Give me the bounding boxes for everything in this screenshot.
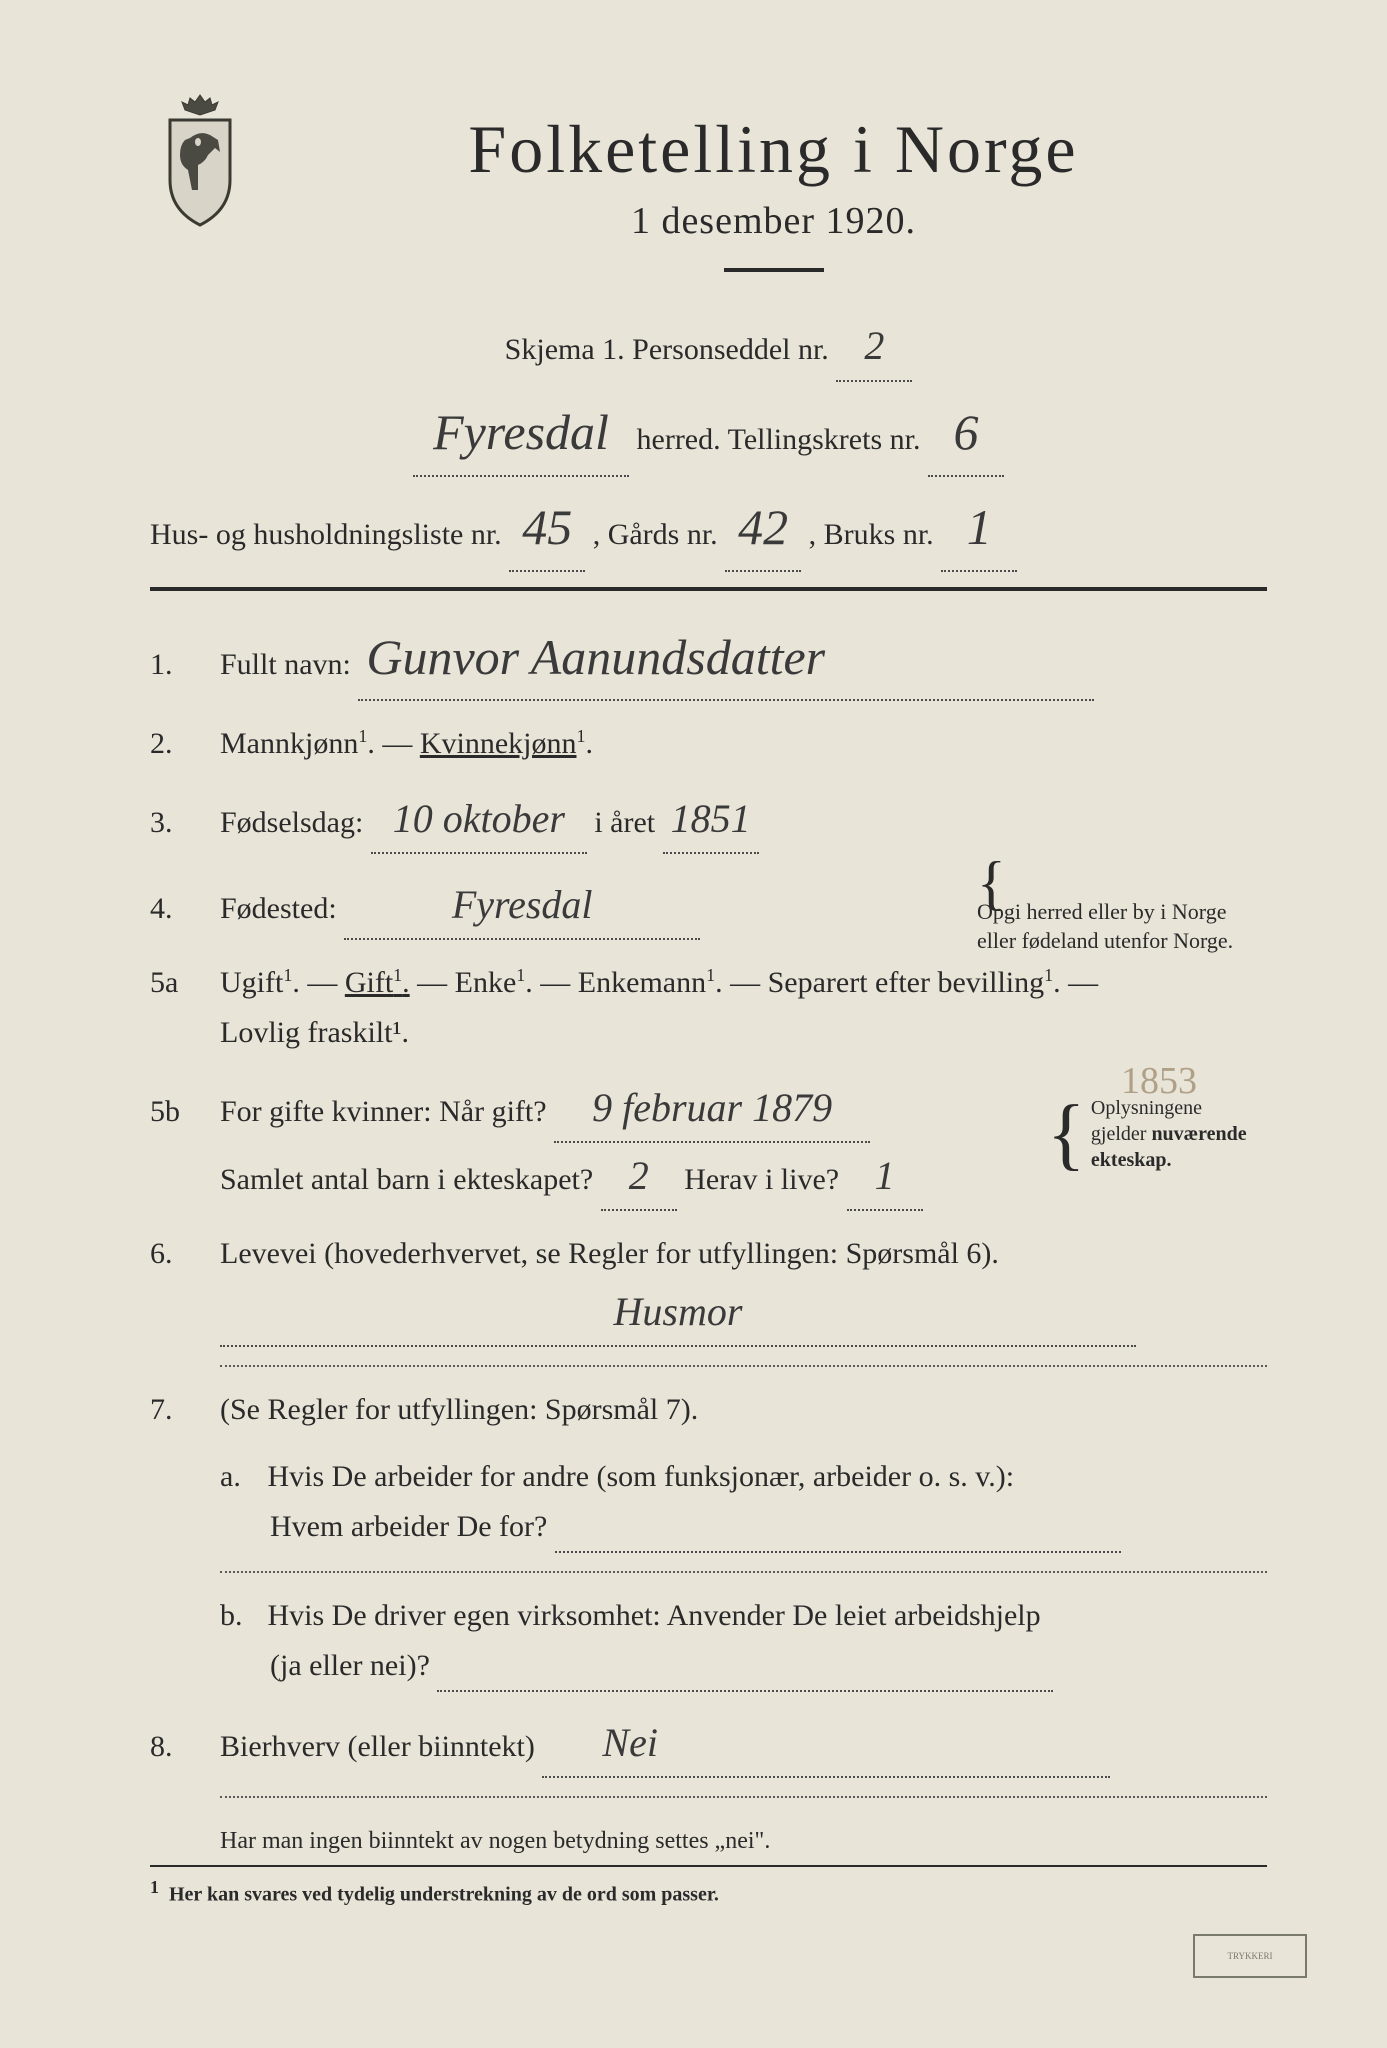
q5a-rest: — Enke1. — Enkemann1. — Separert efter b…	[417, 966, 1098, 999]
dotted-rule-3	[220, 1796, 1267, 1798]
rule-thick	[150, 587, 1267, 591]
q4: 4. Fødested: Fyresdal { Opgi herred elle…	[150, 872, 1267, 940]
q5a: 5a Ugift1. — Gift1. — Enke1. — Enkemann1…	[150, 958, 1267, 1057]
q8-label: Bierhverv (eller biinntekt)	[220, 1730, 535, 1763]
skjema-label: Skjema 1. Personseddel nr.	[505, 333, 829, 366]
bottom-note: Har man ingen biinntekt av nogen betydni…	[220, 1828, 1267, 1855]
q5b-num: 5b	[150, 1095, 200, 1129]
q2-num: 2.	[150, 727, 200, 761]
rule-thin	[150, 1865, 1267, 1867]
q3-year-label: i året	[594, 806, 655, 839]
herred-value: Fyresdal	[413, 390, 629, 477]
dotted-rule-2	[220, 1571, 1267, 1573]
q7-num: 7.	[150, 1393, 200, 1427]
q5a-line2: Lovlig fraskilt¹.	[220, 1016, 409, 1049]
q5a-gift: Gift1.	[345, 966, 410, 999]
q5a-num: 5a	[150, 966, 200, 1000]
q2-mann: Mannkjønn1. —	[220, 727, 420, 760]
hus-label: Hus- og husholdningsliste nr.	[150, 518, 502, 551]
q6-value: Husmor	[220, 1279, 1136, 1347]
hus-line: Hus- og husholdningsliste nr. 45 , Gårds…	[150, 485, 1267, 572]
q5b-sidenote: { Oplysningene gjelder nuværende ekteska…	[1047, 1095, 1267, 1173]
q4-note2: eller fødeland utenfor Norge.	[977, 928, 1233, 953]
q1: 1. Fullt navn: Gunvor Aanundsdatter	[150, 616, 1267, 701]
q5b-alive-label: Herav i live?	[684, 1163, 839, 1196]
q7a-value	[555, 1502, 1121, 1554]
q7b-letter: b.	[220, 1591, 260, 1641]
q5b-note1: Oplysningene	[1091, 1097, 1202, 1119]
q3: 3. Fødselsdag: 10 oktober i året 1851	[150, 786, 1267, 854]
q5b-note3: ekteskap.	[1091, 1149, 1172, 1171]
tellingskrets-nr: 6	[928, 390, 1004, 477]
q5b-children-label: Samlet antal barn i ekteskapet?	[220, 1163, 593, 1196]
title-block: Folketelling i Norge 1 desember 1920.	[280, 90, 1267, 302]
q8-value: Nei	[542, 1710, 1110, 1778]
q5b-children: 2	[601, 1143, 677, 1211]
q4-sidenote: { Opgi herred eller by i Norge eller fød…	[977, 867, 1267, 955]
q6-num: 6.	[150, 1237, 200, 1271]
printer-stamp: TRYKKERI	[1193, 1934, 1307, 1978]
q6: 6. Levevei (hovederhvervet, se Regler fo…	[150, 1229, 1267, 1347]
q7a-text1: Hvis De arbeider for andre (som funksjon…	[268, 1460, 1015, 1493]
footnote: 1 Her kan svares ved tydelig understrekn…	[150, 1877, 1267, 1907]
q7: 7. (Se Regler for utfyllingen: Spørsmål …	[150, 1385, 1267, 1693]
q3-label: Fødselsdag:	[220, 806, 363, 839]
q5b: 5b For gifte kvinner: Når gift? 9 februa…	[150, 1075, 1267, 1211]
q7a-letter: a.	[220, 1452, 260, 1502]
q8: 8. Bierhverv (eller biinntekt) Nei	[150, 1710, 1267, 1778]
subtitle: 1 desember 1920.	[280, 199, 1267, 243]
q1-label: Fullt navn:	[220, 648, 351, 681]
q6-label: Levevei (hovederhvervet, se Regler for u…	[220, 1237, 999, 1270]
q4-num: 4.	[150, 892, 200, 926]
q4-note1: Opgi herred eller by i Norge	[977, 899, 1226, 924]
gards-nr: 42	[725, 485, 801, 572]
q4-label: Fødested:	[220, 892, 337, 925]
hus-nr: 45	[509, 485, 585, 572]
herred-label: herred. Tellingskrets nr.	[637, 423, 921, 456]
main-title: Folketelling i Norge	[280, 110, 1267, 189]
divider	[724, 268, 824, 272]
herred-line: Fyresdal herred. Tellingskrets nr. 6	[150, 390, 1267, 477]
bruks-nr: 1	[941, 485, 1017, 572]
bruks-label: , Bruks nr.	[809, 518, 934, 551]
personseddel-nr: 2	[836, 312, 912, 382]
q3-day: 10 oktober	[371, 786, 587, 854]
header: Folketelling i Norge 1 desember 1920.	[150, 90, 1267, 302]
q7a-text2: Hvem arbeider De for?	[220, 1510, 547, 1543]
q5a-ugift: Ugift1. —	[220, 966, 345, 999]
q5b-alive: 1	[847, 1143, 923, 1211]
q3-num: 3.	[150, 806, 200, 840]
gards-label: , Gårds nr.	[593, 518, 718, 551]
coat-of-arms-icon	[150, 90, 250, 230]
q7b-value	[437, 1641, 1053, 1693]
dotted-rule-1	[220, 1365, 1267, 1367]
q4-value: Fyresdal	[344, 872, 700, 940]
q5b-note2: gjelder nuværende	[1091, 1123, 1247, 1145]
q8-num: 8.	[150, 1730, 200, 1764]
q3-year: 1851	[663, 786, 759, 854]
q7-label: (Se Regler for utfyllingen: Spørsmål 7).	[220, 1393, 698, 1426]
q2: 2. Mannkjønn1. — Kvinnekjønn1.	[150, 719, 1267, 769]
q2-kvinne: Kvinnekjønn	[420, 727, 577, 760]
skjema-line: Skjema 1. Personseddel nr. 2	[150, 312, 1267, 382]
q7b-text1: Hvis De driver egen virksomhet: Anvender…	[268, 1599, 1041, 1632]
q1-value: Gunvor Aanundsdatter	[358, 616, 1094, 701]
q5b-value: 9 februar 1879	[554, 1075, 870, 1143]
census-form-page: Folketelling i Norge 1 desember 1920. Sk…	[0, 0, 1387, 2048]
q7b-text2: (ja eller nei)?	[220, 1649, 430, 1682]
q5b-label: For gifte kvinner: Når gift?	[220, 1095, 547, 1128]
q1-num: 1.	[150, 648, 200, 682]
